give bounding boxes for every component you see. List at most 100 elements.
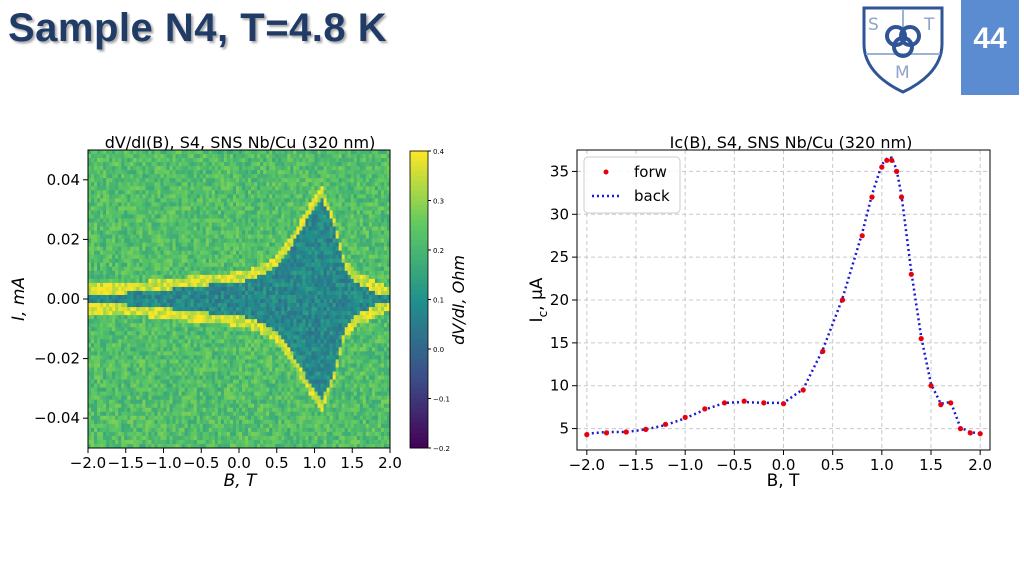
heatmap-cell (248, 262, 252, 268)
heatmap-cell (287, 198, 291, 203)
heatmap-cell (196, 347, 201, 352)
heatmap-cell (251, 226, 255, 231)
heatmap-cell (175, 206, 179, 211)
heatmap-cell (121, 415, 125, 421)
heatmap-cell (97, 258, 101, 264)
heatmap-cell (287, 214, 291, 219)
heatmap-cell (184, 174, 189, 179)
heatmap-cell (269, 226, 273, 231)
heatmap-cell (109, 198, 113, 203)
heatmap-cell (257, 214, 261, 219)
heatmap-cell (139, 214, 143, 219)
heatmap-cell (130, 182, 134, 187)
heatmap-cell (223, 270, 228, 276)
heatmap-cell (193, 170, 198, 175)
heatmap-cell (239, 206, 243, 211)
heatmap-cell (169, 202, 173, 207)
heatmap-cell (187, 250, 192, 256)
heatmap-cell (278, 186, 282, 191)
heatmap-cell (97, 182, 101, 187)
heatmap-cell (290, 266, 294, 272)
heatmap-cell (118, 303, 122, 308)
heatmap-cell (91, 351, 95, 356)
heatmap-cell (160, 307, 164, 312)
heatmap-cell (248, 423, 252, 429)
heatmap-cell (130, 327, 134, 332)
heatmap-cell (275, 218, 279, 223)
heatmap-cell (229, 266, 234, 272)
heatmap-cell (148, 419, 152, 425)
heatmap-cell (235, 391, 240, 397)
heatmap-cell (151, 435, 155, 441)
heatmap-cell (172, 178, 176, 183)
heatmap-cell (133, 439, 137, 445)
heatmap-cell (112, 230, 116, 235)
heatmap-cell (139, 238, 143, 244)
heatmap-cell (287, 375, 291, 380)
heatmap-cell (118, 206, 122, 211)
heatmap-cell (272, 391, 276, 397)
heatmap-cell (106, 383, 110, 388)
heatmap-cell (172, 174, 176, 179)
heatmap-cell (217, 339, 222, 344)
heatmap-cell (220, 250, 225, 256)
heatmap-cell (242, 266, 246, 272)
heatmap-cell (145, 262, 149, 268)
heatmap-cell (217, 431, 222, 437)
heatmap-cell (196, 431, 201, 437)
heatmap-cell (232, 270, 237, 276)
heatmap-cell (88, 339, 92, 344)
heatmap-cell (196, 303, 201, 308)
heatmap-cell (235, 323, 240, 328)
heatmap-cell (226, 331, 231, 336)
heatmap-cell (166, 250, 170, 256)
heatmap-cell (100, 343, 104, 348)
heatmap-cell (245, 339, 249, 344)
heatmap-cell (242, 339, 246, 344)
heatmap-cell (284, 403, 288, 409)
heatmap-cell (269, 303, 273, 308)
heatmap-cell (118, 347, 122, 352)
heatmap-cell (196, 407, 201, 413)
heatmap-cell (248, 323, 252, 328)
heatmap-cell (169, 359, 173, 364)
heatmap-cell (151, 246, 155, 252)
heatmap-cell (133, 371, 137, 376)
heatmap-cell (190, 154, 195, 159)
heatmap-cell (205, 307, 210, 312)
heatmap-cell (263, 359, 267, 364)
heatmap-cell (139, 411, 143, 417)
heatmap-cell (266, 186, 270, 191)
heatmap-cell (142, 262, 146, 268)
heatmap-cell (133, 190, 137, 195)
heatmap-cell (184, 331, 189, 336)
heatmap-cell (190, 431, 195, 437)
heatmap-cell (175, 250, 179, 256)
heatmap-cell (172, 258, 176, 264)
heatmap-cell (284, 363, 288, 368)
heatmap-cell (220, 331, 225, 336)
heatmap-cell (245, 282, 249, 288)
heatmap-cell (145, 355, 149, 360)
heatmap-cell (281, 403, 285, 409)
heatmap-cell (154, 222, 158, 227)
heatmap-cell (223, 367, 228, 372)
heatmap-cell (217, 286, 222, 292)
heatmap-cell (121, 202, 125, 207)
heatmap-cell (269, 335, 273, 340)
heatmap-cell (109, 238, 113, 244)
heatmap-cell (217, 218, 222, 223)
heatmap-cell (178, 198, 183, 203)
heatmap-cell (242, 206, 246, 211)
heatmap-cell (235, 218, 240, 223)
heatmap-cell (133, 375, 137, 380)
heatmap-cell (154, 395, 158, 401)
heatmap-cell (133, 435, 137, 441)
heatmap-cell (211, 403, 216, 409)
heatmap-cell (100, 202, 104, 207)
heatmap-cell (260, 431, 264, 437)
heatmap-cell (127, 226, 131, 231)
heatmap-cell (220, 274, 225, 280)
heatmap-cell (235, 278, 240, 284)
heatmap-cell (257, 363, 261, 368)
